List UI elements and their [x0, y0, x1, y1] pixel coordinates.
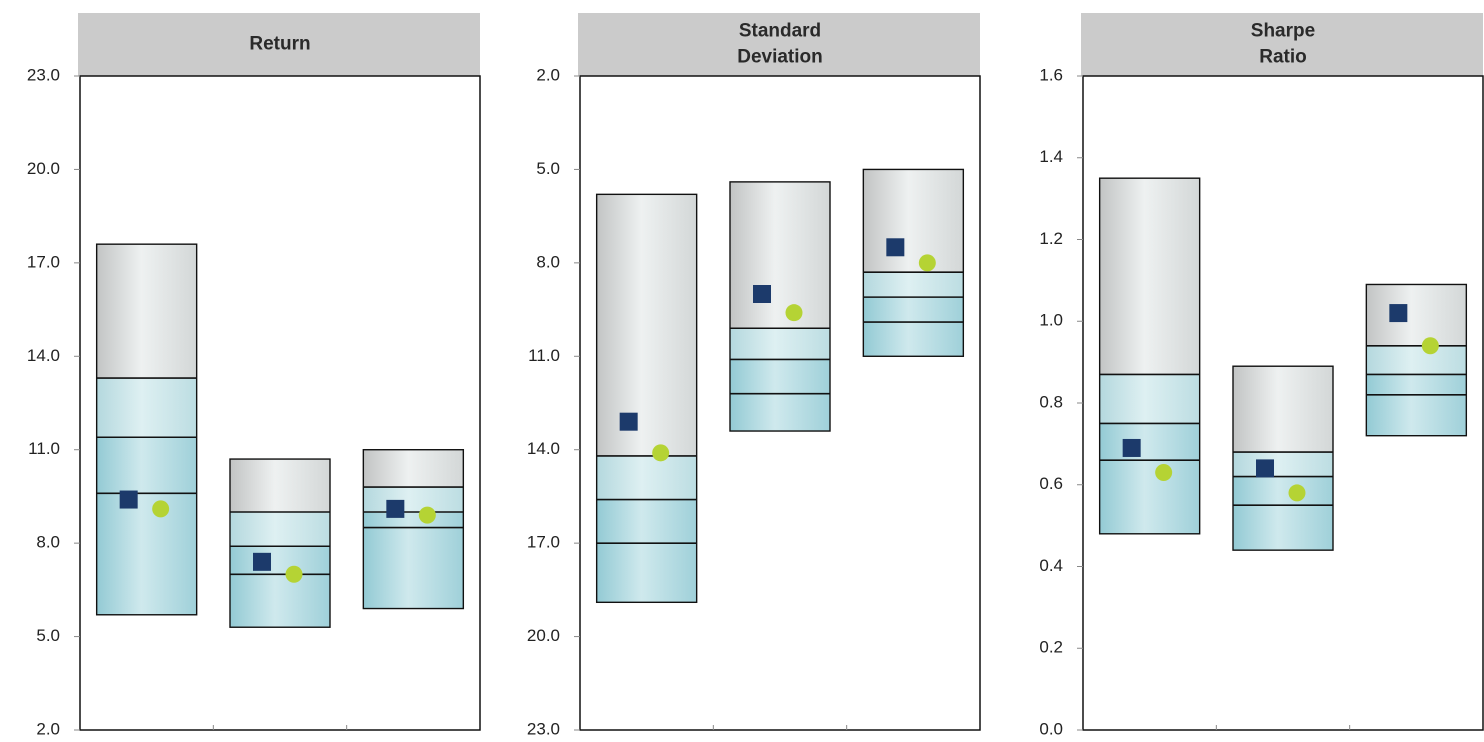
bar-segment — [730, 328, 830, 360]
panel-header — [1081, 13, 1483, 76]
bar-outline — [862, 168, 965, 357]
marker-square — [1122, 438, 1141, 457]
bar-outline — [95, 243, 198, 616]
bar-segment — [596, 543, 697, 603]
bar-segment — [1366, 284, 1467, 346]
bar-segment — [730, 393, 830, 432]
bar-segment — [363, 512, 464, 528]
y-tick-label: 1.0 — [1039, 311, 1063, 330]
bar-segment — [596, 194, 697, 456]
y-tick-label: 0.2 — [1039, 638, 1063, 657]
panel-header — [578, 13, 980, 76]
marker-circle — [1288, 484, 1306, 502]
bar-segment — [730, 181, 830, 329]
y-tick-label: 1.4 — [1039, 147, 1063, 166]
panel-title: Deviation — [737, 47, 823, 68]
bar-segment — [1366, 345, 1467, 375]
y-tick-label: 17.0 — [527, 533, 560, 552]
y-tick-label: 0.6 — [1039, 474, 1063, 493]
bar-segment — [363, 487, 464, 512]
bar-segment — [730, 359, 830, 394]
marker-circle — [785, 304, 803, 322]
panel-title: Ratio — [1259, 47, 1307, 68]
y-tick-label: 5.0 — [36, 626, 60, 645]
y-tick-label: 0.8 — [1039, 392, 1063, 411]
bar-segment — [1233, 366, 1333, 453]
bar-segment — [863, 272, 964, 298]
marker-square — [1389, 304, 1408, 323]
bar-segment — [230, 546, 330, 575]
marker-square — [886, 238, 905, 257]
panel-title: Sharpe — [1251, 21, 1315, 42]
bar-outline — [362, 449, 465, 610]
marker-circle — [1421, 337, 1439, 355]
marker-circle — [918, 254, 936, 272]
bar-segment — [1099, 178, 1200, 375]
y-tick-label: 1.6 — [1039, 65, 1063, 84]
marker-square — [386, 499, 405, 518]
y-tick-label: 8.0 — [536, 252, 560, 271]
y-tick-label: 1.2 — [1039, 229, 1063, 248]
y-tick-label: 23.0 — [27, 65, 60, 84]
marker-square — [119, 490, 138, 509]
marker-circle — [418, 506, 436, 524]
bar-segment — [230, 574, 330, 628]
bar-segment — [363, 449, 464, 488]
bar-outline — [1098, 177, 1201, 535]
bar-segment — [363, 527, 464, 609]
bar-segment — [596, 455, 697, 500]
bar-segment — [863, 297, 964, 323]
marker-square — [619, 412, 638, 431]
bar-segment — [230, 512, 330, 547]
bar-segment — [96, 437, 197, 494]
y-tick-label: 11.0 — [28, 439, 60, 458]
panel-header — [78, 13, 480, 76]
y-tick-label: 0.0 — [1039, 719, 1063, 737]
bar-segment — [1366, 394, 1467, 436]
bar-segment — [1233, 505, 1333, 551]
panel-title: Return — [249, 34, 310, 55]
bar-segment — [96, 244, 197, 379]
y-tick-label: 5.0 — [536, 159, 560, 178]
bar-segment — [230, 459, 330, 512]
bar-segment — [863, 169, 964, 273]
y-tick-label: 14.0 — [527, 439, 560, 458]
bar-segment — [596, 499, 697, 544]
y-tick-label: 23.0 — [527, 719, 560, 737]
marker-square — [1256, 459, 1274, 478]
marker-circle — [285, 565, 303, 583]
y-tick-label: 20.0 — [527, 626, 560, 645]
y-tick-label: 11.0 — [528, 346, 560, 365]
bar-outline — [595, 193, 698, 604]
y-tick-label: 14.0 — [27, 346, 60, 365]
y-tick-label: 17.0 — [27, 252, 60, 271]
bar-outline — [729, 181, 831, 432]
bar-segment — [1233, 476, 1333, 506]
marker-circle — [652, 444, 670, 462]
bar-segment — [1366, 374, 1467, 395]
panel-title: Standard — [739, 21, 821, 42]
marker-square — [253, 552, 271, 571]
marker-square — [753, 285, 771, 303]
y-tick-label: 0.4 — [1039, 556, 1063, 575]
bar-segment — [96, 378, 197, 438]
bar-segment — [1099, 374, 1200, 424]
y-tick-label: 2.0 — [536, 65, 560, 84]
y-tick-label: 8.0 — [36, 533, 60, 552]
bar-segment — [1099, 423, 1200, 461]
bar-segment — [863, 322, 964, 357]
bar-outline — [1365, 283, 1468, 437]
y-tick-label: 20.0 — [27, 159, 60, 178]
bar-segment — [1233, 452, 1333, 477]
bar-segment — [96, 493, 197, 615]
marker-circle — [152, 500, 170, 518]
bar-outline — [229, 458, 331, 628]
bar-segment — [1099, 460, 1200, 534]
bar-outline — [1232, 365, 1334, 551]
y-tick-label: 2.0 — [36, 719, 60, 737]
marker-circle — [1155, 463, 1173, 481]
